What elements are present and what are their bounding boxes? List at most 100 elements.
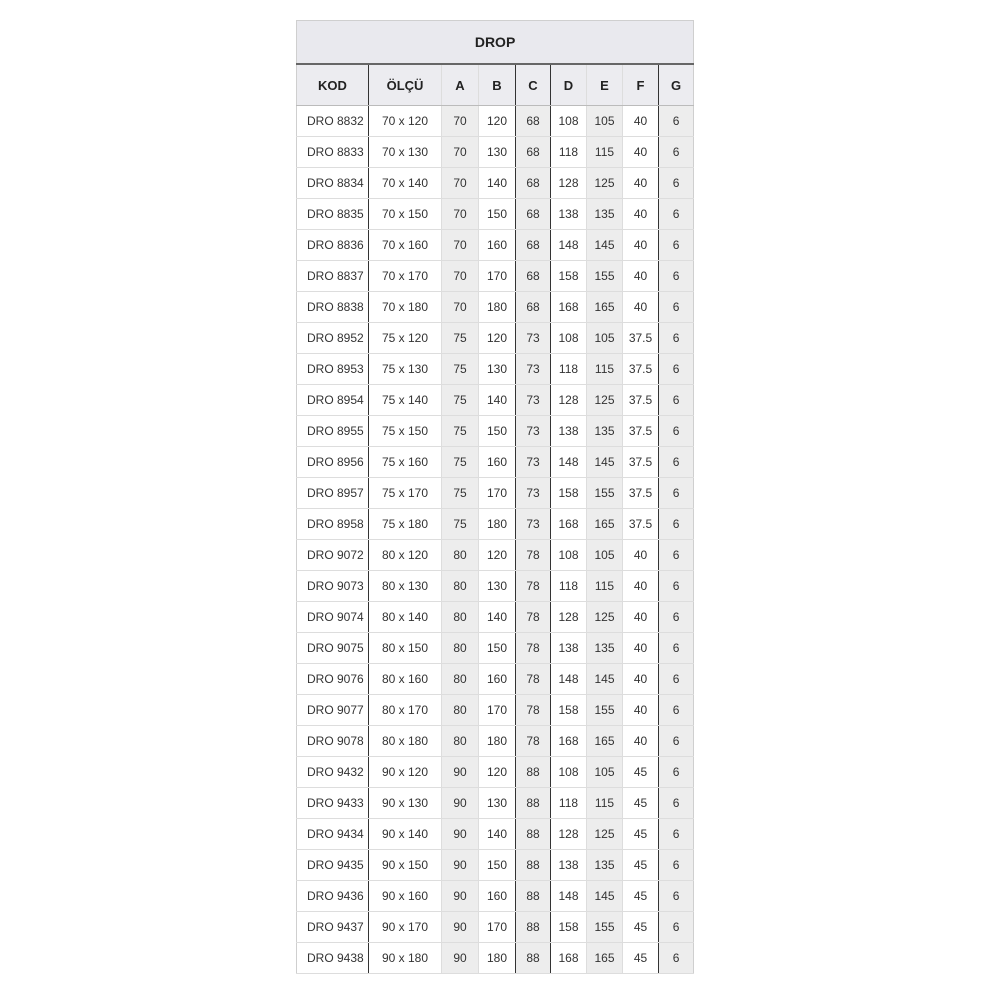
table-cell: 75	[441, 446, 479, 478]
column-header: F	[622, 64, 659, 106]
table-cell: 80	[441, 570, 479, 602]
table-row: DRO 8953 75 x 130 75 130 73 118 115 37.5 6	[296, 353, 694, 385]
column-header: E	[586, 64, 623, 106]
table-cell: DRO 8837	[296, 260, 369, 292]
table-row: DRO 8838 70 x 180 70 180 68 168 165 40 6	[296, 291, 694, 323]
table-cell: DRO 9072	[296, 539, 369, 571]
table-cell: 105	[586, 105, 623, 137]
table-cell: 140	[478, 818, 516, 850]
table-cell: 88	[515, 911, 551, 943]
table-cell: 88	[515, 756, 551, 788]
table-cell: 170	[478, 911, 516, 943]
table-cell: 68	[515, 198, 551, 230]
table-cell: 68	[515, 229, 551, 261]
table-cell: 78	[515, 632, 551, 664]
table-cell: 158	[550, 477, 587, 509]
table-cell: 80	[441, 632, 479, 664]
table-cell: 90 x 180	[368, 942, 442, 974]
table-row: DRO 9075 80 x 150 80 150 78 138 135 40 6	[296, 632, 694, 664]
table-cell: 158	[550, 694, 587, 726]
table-cell: 88	[515, 849, 551, 881]
table-cell: 80 x 180	[368, 725, 442, 757]
table-row: DRO 8836 70 x 160 70 160 68 148 145 40 6	[296, 229, 694, 261]
table-cell: 45	[622, 787, 659, 819]
table-cell: 75	[441, 415, 479, 447]
column-header: B	[478, 64, 516, 106]
table-cell: 105	[586, 756, 623, 788]
table-cell: 168	[550, 291, 587, 323]
table-cell: 78	[515, 601, 551, 633]
table-cell: DRO 9073	[296, 570, 369, 602]
table-row: DRO 9077 80 x 170 80 170 78 158 155 40 6	[296, 694, 694, 726]
table-cell: 170	[478, 477, 516, 509]
table-row: DRO 9076 80 x 160 80 160 78 148 145 40 6	[296, 663, 694, 695]
table-cell: 70	[441, 229, 479, 261]
table-cell: 140	[478, 601, 516, 633]
table-cell: 150	[478, 415, 516, 447]
table-cell: DRO 8833	[296, 136, 369, 168]
table-cell: 120	[478, 105, 516, 137]
table-cell: 78	[515, 725, 551, 757]
table-cell: DRO 9436	[296, 880, 369, 912]
table-cell: 130	[478, 570, 516, 602]
table-cell: 70 x 170	[368, 260, 442, 292]
table-cell: 73	[515, 353, 551, 385]
table-cell: 75	[441, 477, 479, 509]
table-cell: 75	[441, 322, 479, 354]
table-cell: DRO 9433	[296, 787, 369, 819]
table-cell: 135	[586, 198, 623, 230]
table-cell: 130	[478, 787, 516, 819]
table-cell: DRO 9434	[296, 818, 369, 850]
table-cell: 80	[441, 663, 479, 695]
table-cell: 138	[550, 632, 587, 664]
table-cell: 150	[478, 849, 516, 881]
table-cell: 73	[515, 446, 551, 478]
table-cell: 73	[515, 322, 551, 354]
table-cell: 130	[478, 353, 516, 385]
table-row: DRO 9432 90 x 120 90 120 88 108 105 45 6	[296, 756, 694, 788]
table-cell: 148	[550, 229, 587, 261]
table-cell: 40	[622, 694, 659, 726]
table-cell: 180	[478, 508, 516, 540]
table-cell: 180	[478, 725, 516, 757]
table-cell: 6	[657, 663, 694, 695]
table-cell: 125	[586, 384, 623, 416]
table-cell: 90 x 150	[368, 849, 442, 881]
table-cell: 80 x 140	[368, 601, 442, 633]
table-cell: 45	[622, 911, 659, 943]
table-cell: 68	[515, 260, 551, 292]
table-cell: 118	[550, 353, 587, 385]
table-cell: 138	[550, 849, 587, 881]
table-cell: 150	[478, 632, 516, 664]
table-cell: 73	[515, 508, 551, 540]
table-cell: 160	[478, 880, 516, 912]
table-cell: 120	[478, 322, 516, 354]
table-row: DRO 9436 90 x 160 90 160 88 148 145 45 6	[296, 880, 694, 912]
table-cell: 68	[515, 136, 551, 168]
table-cell: 165	[586, 508, 623, 540]
table-cell: 78	[515, 694, 551, 726]
table-cell: 80 x 160	[368, 663, 442, 695]
table-cell: 75	[441, 508, 479, 540]
table-cell: 170	[478, 260, 516, 292]
table-row: DRO 9437 90 x 170 90 170 88 158 155 45 6	[296, 911, 694, 943]
table-cell: 45	[622, 756, 659, 788]
table-cell: DRO 9077	[296, 694, 369, 726]
table-cell: 73	[515, 415, 551, 447]
table-cell: 6	[657, 539, 694, 571]
table-cell: 6	[657, 477, 694, 509]
table-cell: 80 x 120	[368, 539, 442, 571]
table-cell: 73	[515, 384, 551, 416]
table-cell: 128	[550, 818, 587, 850]
table-cell: 70	[441, 167, 479, 199]
table-cell: 145	[586, 880, 623, 912]
table-cell: 68	[515, 105, 551, 137]
table-cell: 40	[622, 260, 659, 292]
table-cell: 88	[515, 787, 551, 819]
table-cell: 80	[441, 694, 479, 726]
table-cell: 155	[586, 260, 623, 292]
table-cell: 37.5	[622, 415, 659, 447]
table-cell: 70 x 150	[368, 198, 442, 230]
table-cell: 90	[441, 911, 479, 943]
table-cell: 40	[622, 291, 659, 323]
